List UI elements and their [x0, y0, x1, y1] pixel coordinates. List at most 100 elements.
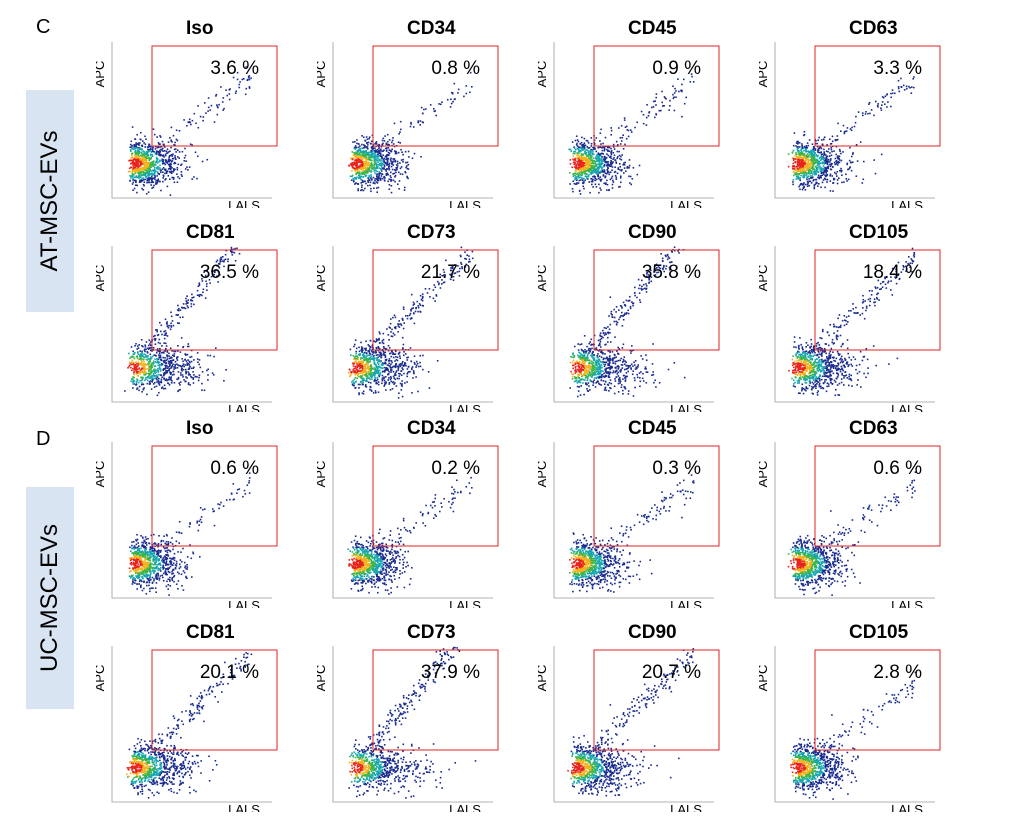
- event-dot: [137, 152, 140, 154]
- event-dot: [412, 370, 415, 372]
- event-dot: [132, 148, 135, 150]
- event-dot: [149, 153, 152, 155]
- event-dot: [652, 100, 655, 103]
- event-dot: [388, 139, 391, 141]
- event-dot: [146, 146, 149, 148]
- event-dot: [384, 381, 386, 384]
- plot-axes: [111, 246, 272, 403]
- event-dot: [365, 340, 367, 343]
- event-dot: [367, 161, 370, 164]
- event-dot: [362, 181, 364, 183]
- event-dot: [171, 354, 174, 357]
- event-dot: [247, 75, 250, 78]
- event-dot: [148, 163, 150, 166]
- event-dot: [152, 362, 155, 364]
- event-dot: [461, 266, 463, 268]
- event-dot: [135, 381, 138, 384]
- event-dot: [813, 153, 815, 155]
- event-dot: [398, 351, 401, 354]
- event-dot: [135, 181, 137, 184]
- event-dot: [167, 378, 170, 381]
- event-dot: [172, 363, 174, 365]
- scatter-panel: CD73 APC LALS 21.7 %: [317, 222, 517, 412]
- event-dot: [810, 157, 813, 160]
- event-dot: [191, 178, 193, 180]
- event-dot: [610, 127, 612, 129]
- event-dot: [141, 367, 144, 370]
- event-dot: [897, 86, 900, 88]
- event-dot: [139, 370, 141, 373]
- event-dot: [410, 310, 412, 312]
- event-dot: [248, 87, 251, 89]
- event-dot: [170, 167, 172, 169]
- event-dot: [405, 165, 408, 167]
- event-dot: [804, 160, 807, 163]
- event-dot: [805, 146, 807, 149]
- event-dot: [814, 183, 816, 186]
- event-dot: [403, 351, 405, 353]
- event-dot: [597, 146, 600, 149]
- event-dot: [620, 175, 622, 178]
- event-dot: [829, 190, 832, 192]
- event-dot: [394, 180, 396, 183]
- event-dot: [351, 158, 354, 161]
- x-axis-label: LALS: [891, 198, 923, 208]
- event-dot: [371, 148, 374, 150]
- event-dot: [443, 271, 446, 273]
- event-dot: [681, 83, 683, 86]
- event-dot: [394, 326, 397, 328]
- event-dot: [364, 366, 367, 369]
- event-dot: [144, 374, 147, 376]
- event-dot: [153, 377, 156, 380]
- event-dot: [835, 163, 837, 165]
- event-dot: [190, 376, 193, 379]
- event-dot: [379, 366, 381, 369]
- event-dot: [153, 374, 155, 376]
- event-dot: [152, 165, 155, 167]
- event-dot: [597, 152, 600, 154]
- event-dot: [569, 159, 572, 161]
- event-dot: [144, 372, 147, 375]
- event-dot: [154, 153, 157, 155]
- event-dot: [133, 176, 135, 179]
- event-dot: [149, 361, 151, 364]
- event-dot: [132, 164, 134, 167]
- event-dot: [151, 177, 153, 179]
- event-dot: [148, 165, 151, 168]
- event-dot: [574, 139, 577, 142]
- event-dot: [592, 152, 594, 155]
- event-dot: [145, 166, 147, 169]
- event-dot: [378, 171, 380, 173]
- event-dot: [234, 260, 237, 262]
- event-dot: [382, 332, 385, 335]
- event-dot: [815, 159, 817, 161]
- event-dot: [692, 81, 695, 83]
- event-dot: [392, 353, 394, 355]
- event-dot: [823, 163, 826, 165]
- event-dot: [616, 157, 618, 160]
- event-dot: [157, 150, 159, 153]
- event-dot: [136, 357, 139, 359]
- event-dot: [376, 159, 378, 162]
- event-dot: [349, 375, 351, 378]
- event-dot: [230, 250, 233, 252]
- event-dot: [138, 160, 140, 163]
- event-dot: [611, 162, 614, 164]
- event-dot: [640, 110, 643, 113]
- event-dot: [397, 323, 399, 325]
- event-dot: [830, 154, 833, 157]
- event-dot: [587, 163, 589, 166]
- event-dot: [435, 295, 438, 297]
- event-dot: [152, 383, 155, 385]
- event-dot: [192, 371, 194, 373]
- event-dot: [579, 171, 581, 173]
- event-dot: [374, 152, 376, 154]
- event-dot: [647, 115, 650, 117]
- event-dot: [136, 133, 138, 136]
- event-dot: [390, 179, 393, 181]
- event-dot: [392, 332, 395, 335]
- event-dot: [377, 175, 380, 178]
- event-dot: [219, 260, 222, 263]
- event-dot: [164, 168, 167, 171]
- event-dot: [193, 359, 195, 361]
